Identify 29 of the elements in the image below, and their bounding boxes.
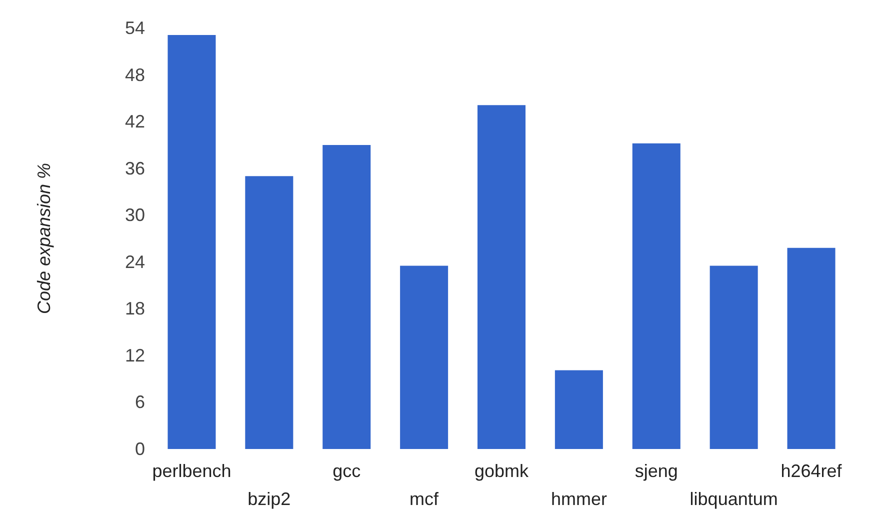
bar	[632, 143, 680, 449]
y-tick-label: 6	[134, 392, 145, 412]
y-tick-label: 12	[124, 345, 145, 366]
bar	[787, 248, 836, 449]
y-tick-label: 48	[124, 64, 145, 85]
y-tick-label: 42	[124, 112, 145, 132]
bar	[554, 370, 603, 449]
x-tick-label: h264ref	[780, 461, 843, 481]
bar	[710, 266, 758, 449]
x-tick-label: sjeng	[634, 461, 678, 481]
bar	[477, 105, 526, 449]
x-tick-label: libquantum	[690, 489, 778, 509]
bar	[322, 144, 371, 449]
bar	[400, 266, 448, 449]
x-tick-label: hmmer	[550, 489, 607, 509]
x-tick-label: bzip2	[248, 489, 291, 509]
bar	[168, 35, 216, 449]
y-tick-label: 54	[124, 18, 145, 38]
y-axis-title: Code expansion %	[34, 162, 54, 314]
y-tick-label: 0	[134, 439, 145, 459]
x-tick-label: mcf	[410, 489, 440, 509]
x-tick-label: perlbench	[152, 461, 232, 481]
y-tick-label: 30	[124, 205, 145, 226]
y-tick-label: 36	[124, 158, 145, 178]
y-tick-label: 24	[124, 252, 145, 272]
bar	[245, 176, 294, 449]
x-tick-label: gobmk	[474, 461, 530, 481]
y-tick-label: 18	[124, 298, 145, 319]
x-tick-label: gcc	[332, 461, 361, 481]
